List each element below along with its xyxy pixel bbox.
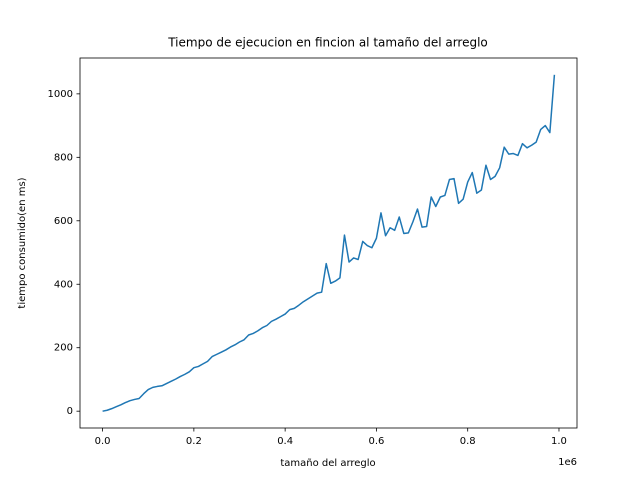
x-tick-label: 1.0 [551, 436, 567, 447]
y-axis-label: tiempo consumido(en ms) [17, 177, 28, 308]
x-tick-label: 0.2 [186, 436, 202, 447]
x-tick-label: 0.8 [460, 436, 476, 447]
x-tick-label: 0.4 [277, 436, 293, 447]
data-line [102, 74, 556, 412]
y-tick-label: 600 [54, 216, 73, 227]
x-tick-label: 0.0 [95, 436, 111, 447]
x-offset-text: 1e6 [558, 457, 577, 468]
x-axis-label: tamaño del arreglo [280, 458, 375, 469]
y-tick-label: 0 [67, 406, 73, 417]
x-tick-label: 0.6 [368, 436, 384, 447]
axes-frame [79, 57, 578, 429]
chart-title: Tiempo de ejecucion en fincion al tamaño… [167, 36, 488, 50]
y-tick-label: 800 [54, 152, 73, 163]
y-tick-label: 1000 [48, 89, 73, 100]
y-tick-label: 200 [54, 343, 73, 354]
y-tick-label: 400 [54, 279, 73, 290]
